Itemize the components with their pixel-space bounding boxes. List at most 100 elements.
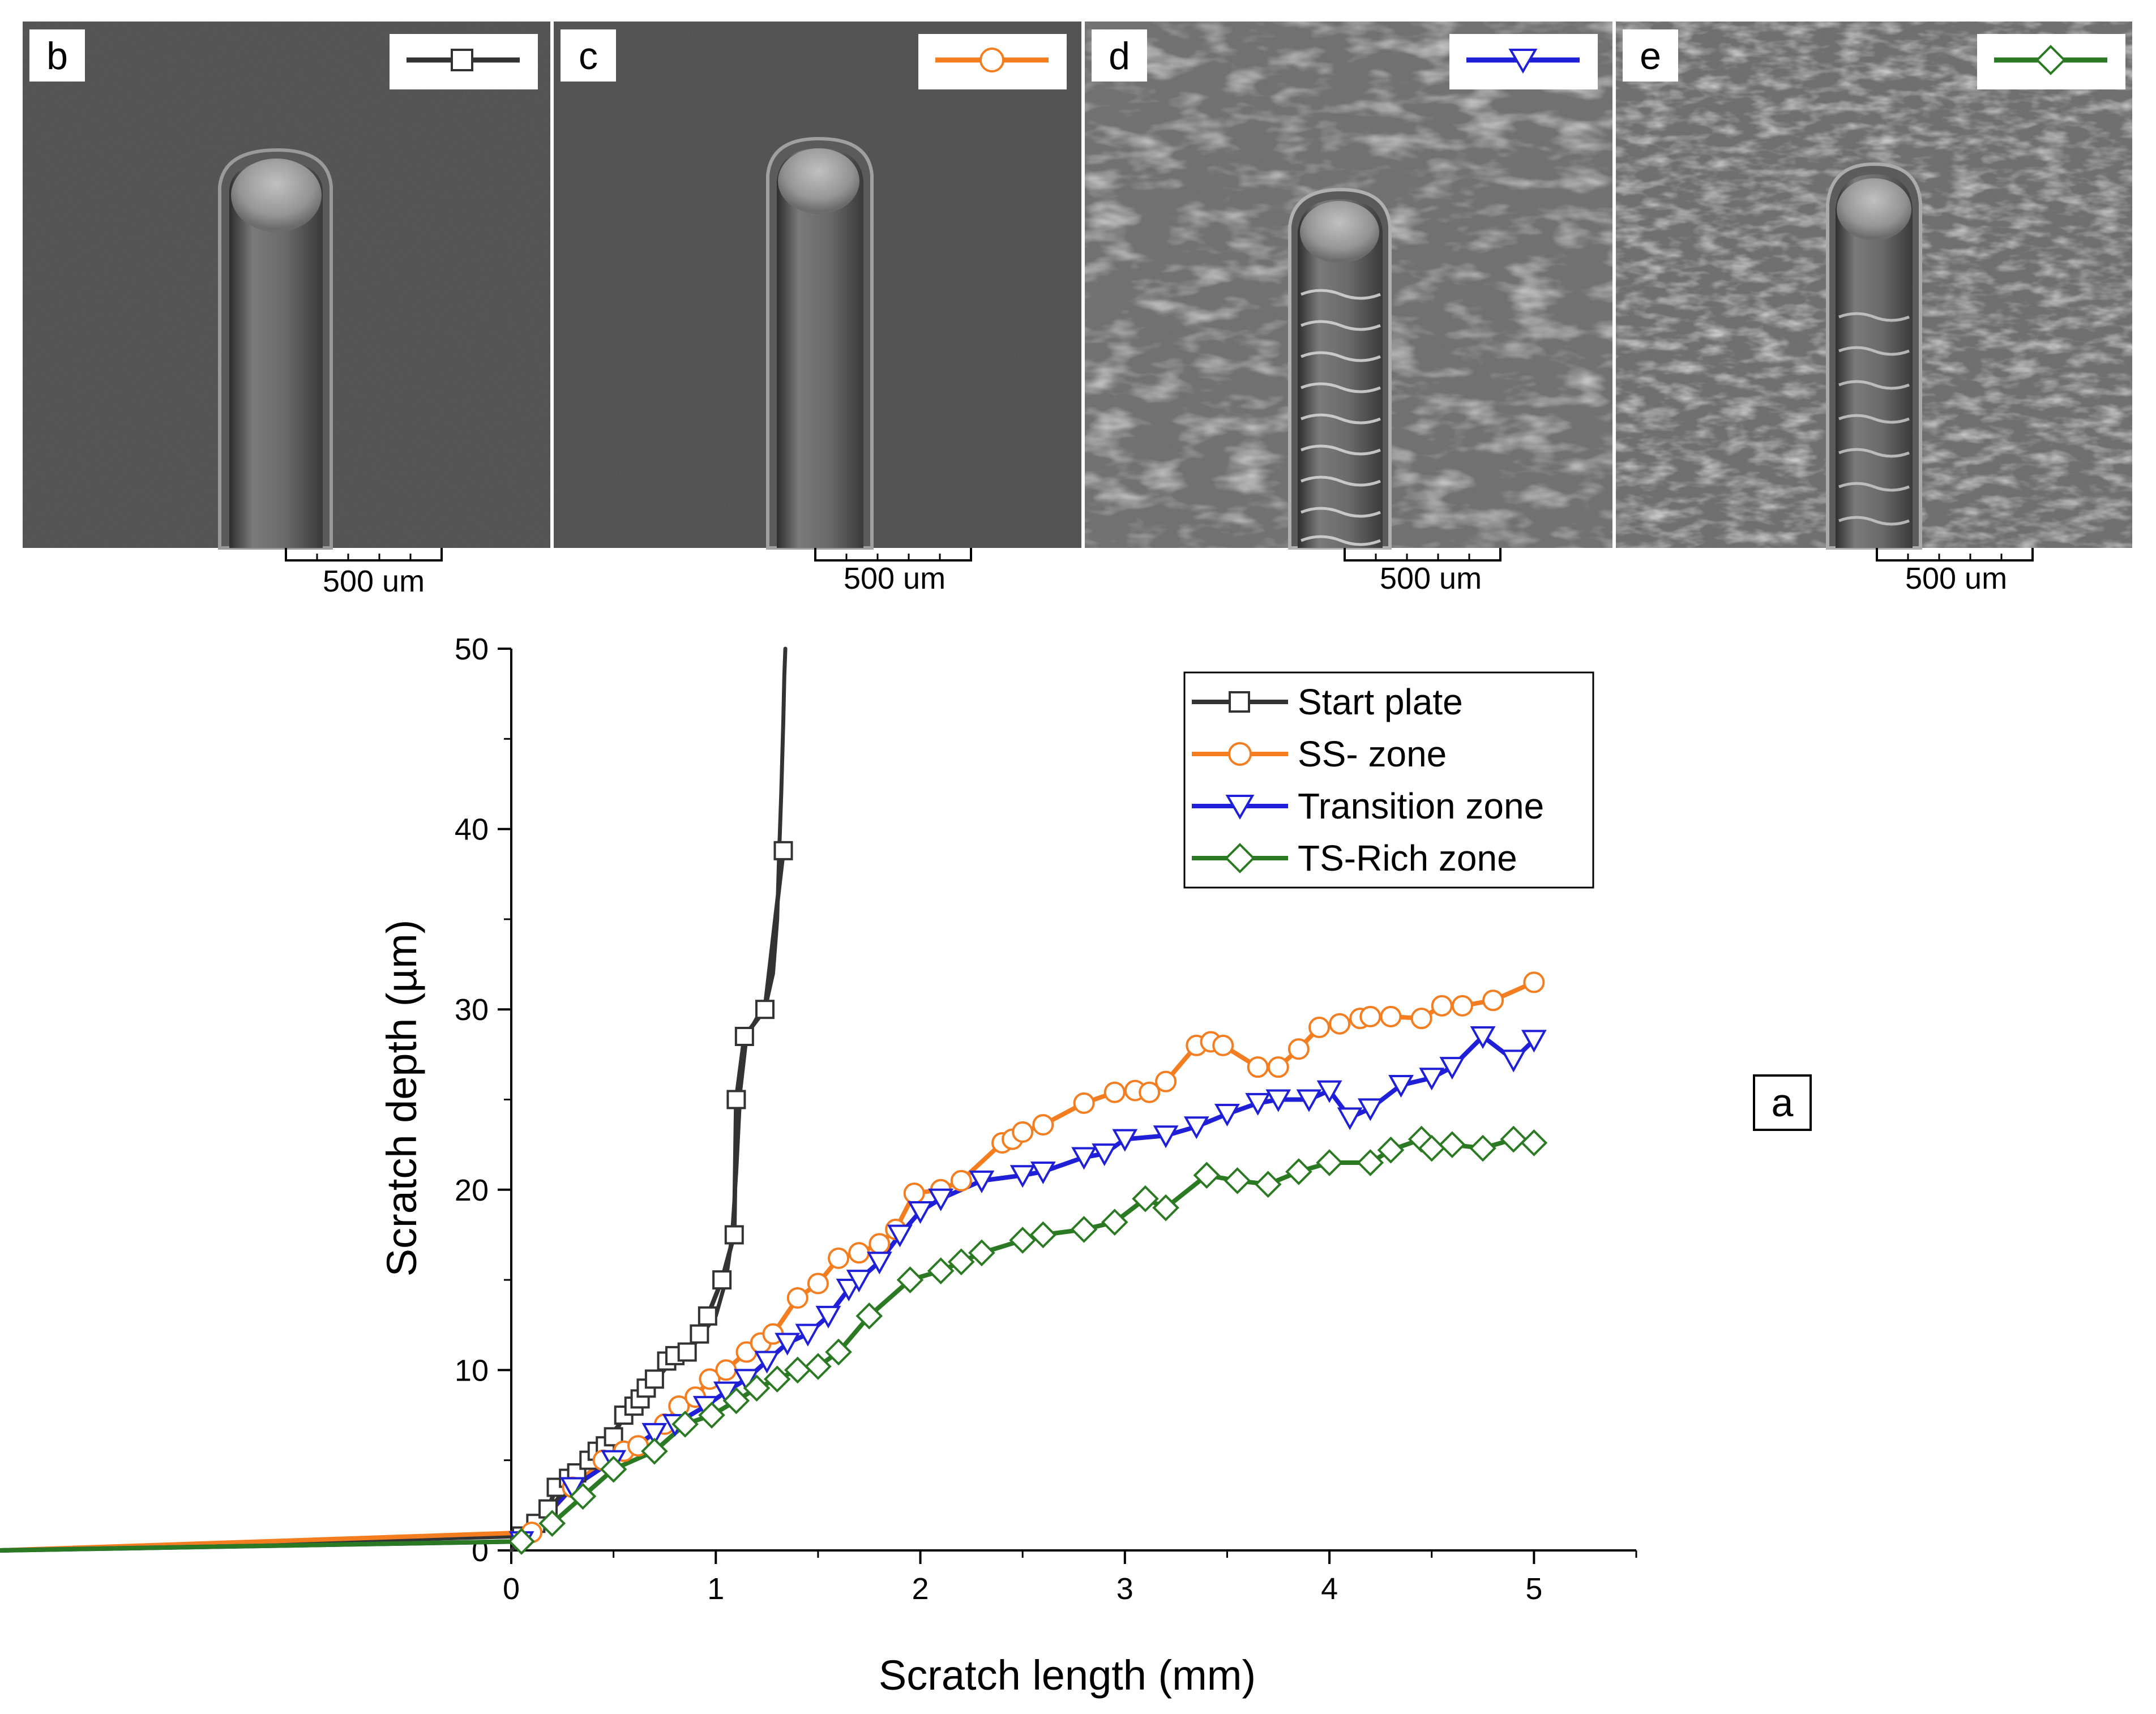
data-point-square: [604, 1427, 623, 1447]
data-point-triangle: [1112, 1129, 1138, 1152]
data-point-triangle: [1183, 1116, 1209, 1139]
panel-letter-box: [1623, 29, 1678, 82]
data-point-triangle: [1521, 1030, 1547, 1053]
data-point-diamond: [1254, 1171, 1282, 1198]
data-point-circle: [1410, 1008, 1432, 1030]
data-point-diamond: [641, 1437, 668, 1465]
legend-item-transition-zone: Transition zone: [1192, 786, 1544, 826]
data-point-triangle: [1337, 1107, 1363, 1130]
data-point-diamond: [1469, 1134, 1496, 1162]
data-point-triangle: [846, 1270, 872, 1293]
data-point-triangle: [1245, 1092, 1271, 1116]
data-point-circle: [1073, 1092, 1095, 1114]
scratch-groove: [1836, 174, 1913, 548]
scale-bar-d: 500 um: [1344, 548, 1502, 595]
sem-panel-b: b: [23, 22, 550, 550]
data-point-circle: [1103, 1081, 1126, 1103]
series-line-transition: [0, 1034, 1537, 1553]
data-point-triangle: [1071, 1147, 1097, 1170]
data-point-square: [773, 841, 793, 860]
data-point-triangle: [1357, 1098, 1383, 1121]
scale-label: 500 um: [323, 564, 425, 598]
data-point-triangle: [754, 1351, 780, 1374]
panel-letter-box: [561, 29, 616, 82]
x-tick-label: 5: [1525, 1572, 1542, 1606]
data-point-diamond: [968, 1239, 995, 1267]
data-point-circle: [1482, 989, 1504, 1012]
data-point-diamond: [947, 1248, 975, 1276]
data-point-circle: [1523, 971, 1545, 993]
data-point-circle: [1308, 1017, 1331, 1039]
data-point-triangle: [1316, 1080, 1342, 1103]
data-point-square: [755, 1000, 775, 1019]
data-point-square: [734, 1026, 754, 1046]
data-point-diamond: [1193, 1162, 1221, 1189]
data-point-triangle: [1388, 1075, 1414, 1098]
series-line-ss: [0, 980, 1537, 1553]
data-point-diamond: [1070, 1216, 1098, 1243]
data-point-diamond: [671, 1411, 699, 1438]
x-tick-label: 4: [1321, 1572, 1338, 1606]
data-point-triangle: [775, 1332, 801, 1356]
data-point-square: [690, 1324, 709, 1344]
square-marker-icon: [451, 49, 473, 71]
data-point-triangle: [1153, 1125, 1179, 1149]
y-tick-label: 30: [455, 993, 489, 1027]
panel-letter-box: [29, 29, 85, 82]
panel-letter: d: [1109, 35, 1130, 78]
diamond-marker-icon: [2035, 45, 2066, 75]
data-point-square: [698, 1306, 717, 1326]
scale-label: 500 um: [1380, 562, 1482, 595]
x-tick-label: 2: [912, 1572, 929, 1606]
data-point-diamond: [722, 1387, 750, 1415]
data-point-circle: [1380, 1005, 1402, 1027]
data-point-circle: [1359, 1005, 1381, 1027]
data-point-circle: [715, 1359, 737, 1381]
data-point-circle: [786, 1287, 808, 1309]
y-tick-label: 0: [472, 1534, 489, 1568]
data-point-diamond: [1132, 1185, 1159, 1212]
data-point-circle: [1212, 1034, 1234, 1056]
data-point-diamond: [1101, 1209, 1128, 1236]
data-point-diamond: [1029, 1221, 1057, 1249]
data-point-circle: [807, 1272, 829, 1295]
data-point-triangle: [1092, 1143, 1118, 1167]
scratch-tip: [231, 158, 322, 232]
scratch-tip: [1837, 178, 1911, 241]
square-marker-icon: [1229, 691, 1250, 713]
data-point-square: [644, 1369, 664, 1389]
data-point-circle: [1155, 1070, 1177, 1092]
panel-letter: b: [46, 35, 68, 78]
sem-panel-c: c: [554, 22, 1081, 550]
chevron-marks: [1301, 289, 1381, 546]
scratch-groove: [229, 161, 323, 548]
data-point-circle: [828, 1247, 850, 1269]
data-point-triangle: [815, 1305, 841, 1329]
data-point-diamond: [1224, 1167, 1251, 1194]
data-point-circle: [1329, 1013, 1351, 1035]
scale-bar-e: 500 um: [1876, 548, 2034, 595]
legend-item-start-plate: Start plate: [1192, 682, 1463, 722]
panel-letter: c: [579, 35, 598, 78]
data-point-triangle: [836, 1279, 862, 1302]
data-point-triangle: [928, 1188, 954, 1211]
data-point-square: [724, 1225, 744, 1245]
data-point-triangle: [887, 1224, 913, 1248]
y-tick-label: 40: [455, 813, 489, 847]
data-point-circle: [1247, 1056, 1269, 1078]
x-tick-label: 0: [503, 1572, 520, 1606]
chart-legend: Start plate SS- zone Transition zone TS-…: [1183, 671, 1594, 889]
data-point-diamond: [1377, 1136, 1405, 1164]
legend-label: Transition zone: [1298, 786, 1544, 826]
data-point-circle: [869, 1233, 891, 1255]
data-point-diamond: [538, 1510, 566, 1537]
data-point-circle: [1431, 995, 1453, 1017]
panel-tag-a: a: [1753, 1074, 1812, 1131]
data-point-triangle: [1500, 1049, 1526, 1073]
data-point-diamond: [855, 1302, 883, 1330]
data-point-diamond: [1439, 1131, 1466, 1158]
data-point-diamond: [1009, 1227, 1037, 1254]
data-point-diamond: [927, 1257, 955, 1284]
